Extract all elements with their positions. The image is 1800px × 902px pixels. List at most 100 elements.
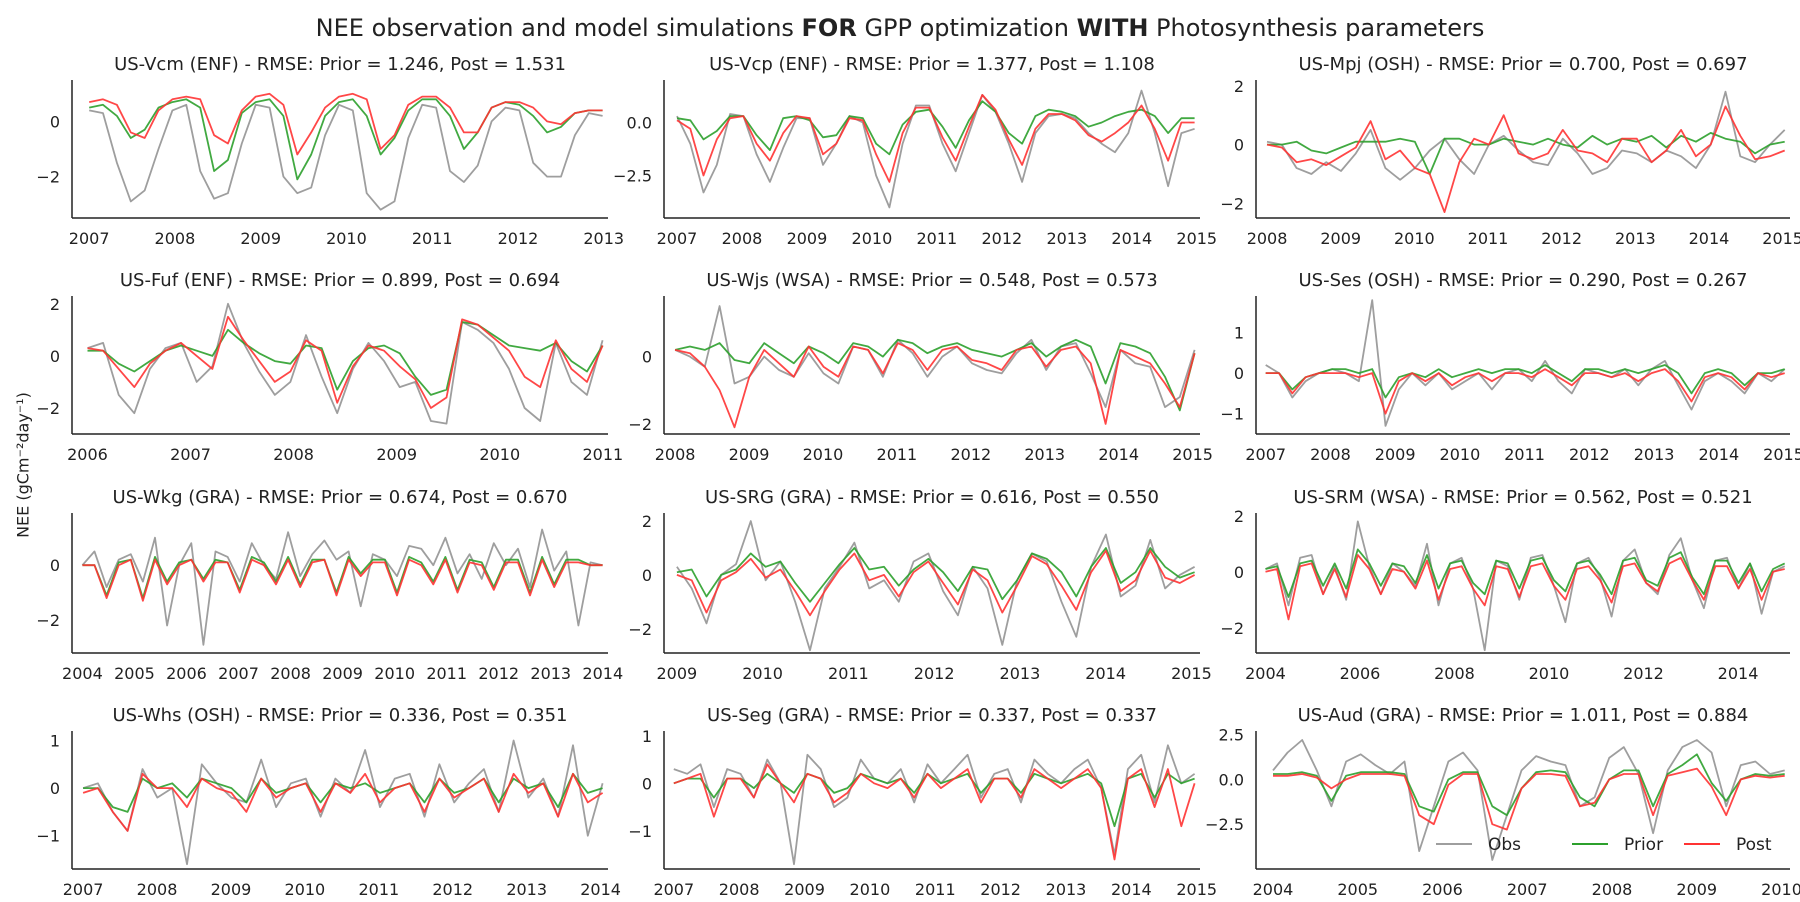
y-tick-label: −2 xyxy=(36,168,60,187)
x-tick-label: 2009 xyxy=(1676,880,1717,899)
x-tick-label: 2009 xyxy=(376,445,417,464)
x-tick-label: 2011 xyxy=(1468,229,1509,248)
x-tick-label: 2013 xyxy=(1615,229,1656,248)
x-tick-label: 2007 xyxy=(69,229,110,248)
x-tick-label: 2010 xyxy=(374,664,415,683)
x-tick-label: 2006 xyxy=(1422,880,1463,899)
x-tick-label: 2012 xyxy=(1623,664,1664,683)
x-tick-label: 2010 xyxy=(1529,664,1570,683)
x-tick-label: 2004 xyxy=(62,664,103,683)
y-tick-label: 2 xyxy=(1234,507,1244,526)
series-line-post xyxy=(87,315,604,409)
x-tick-label: 2009 xyxy=(784,880,825,899)
y-tick-label: 1 xyxy=(642,727,652,746)
y-tick-label: 0 xyxy=(642,774,652,793)
x-tick-label: 2007 xyxy=(218,664,259,683)
series-line-obs xyxy=(87,302,604,425)
x-tick-label: 2009 xyxy=(322,664,363,683)
x-tick-label: 2012 xyxy=(1569,445,1610,464)
series-line-post xyxy=(1266,105,1786,214)
subplot-11: US-Seg (GRA) - RMSE: Prior = 0.337, Post… xyxy=(628,705,1217,899)
x-tick-label: 2006 xyxy=(166,664,207,683)
x-tick-label: 2015 xyxy=(1762,229,1800,248)
series-line-obs xyxy=(674,305,1196,409)
subplot-title: US-SRM (WSA) - RMSE: Prior = 0.562, Post… xyxy=(1293,487,1752,508)
y-tick-label: 1 xyxy=(50,732,60,751)
x-tick-label: 2014 xyxy=(1698,445,1739,464)
x-tick-label: 2007 xyxy=(657,229,698,248)
x-tick-label: 2011 xyxy=(582,445,623,464)
series-line-prior xyxy=(676,547,1195,603)
legend: Obs Prior Post xyxy=(1436,835,1772,855)
x-tick-label: 2015 xyxy=(1176,229,1217,248)
x-tick-label: 2004 xyxy=(1245,664,1286,683)
series-line-post xyxy=(673,763,1196,861)
x-tick-label: 2007 xyxy=(1507,880,1548,899)
x-tick-label: 2012 xyxy=(478,664,519,683)
x-tick-label: 2004 xyxy=(1253,880,1294,899)
x-tick-label: 2015 xyxy=(1763,445,1800,464)
x-tick-label: 2015 xyxy=(1171,664,1212,683)
subplot-1: US-Vcm (ENF) - RMSE: Prior = 1.246, Post… xyxy=(36,54,624,248)
series-line-post xyxy=(1273,767,1785,831)
x-tick-label: 2009 xyxy=(787,229,828,248)
subplot-title: US-Ses (OSH) - RMSE: Prior = 0.290, Post… xyxy=(1299,270,1748,291)
x-tick-label: 2014 xyxy=(1718,664,1759,683)
x-tick-label: 2005 xyxy=(1337,880,1378,899)
series-line-post xyxy=(1265,368,1785,415)
subplot-title: US-Mpj (OSH) - RMSE: Prior = 0.700, Post… xyxy=(1298,54,1747,75)
x-tick-label: 2013 xyxy=(1024,445,1065,464)
series-line-prior xyxy=(1265,364,1785,399)
x-tick-label: 2010 xyxy=(850,880,891,899)
x-tick-label: 2008 xyxy=(273,445,314,464)
subplot-title: US-Aud (GRA) - RMSE: Prior = 1.011, Post… xyxy=(1298,705,1749,726)
x-tick-label: 2008 xyxy=(1592,880,1633,899)
series-line-post xyxy=(676,94,1195,183)
x-tick-label: 2007 xyxy=(1245,445,1286,464)
subplot-7: US-Wkg (GRA) - RMSE: Prior = 0.674, Post… xyxy=(36,487,623,683)
subplot-5: US-Wjs (WSA) - RMSE: Prior = 0.548, Post… xyxy=(628,270,1213,464)
y-tick-label: −2 xyxy=(36,611,60,630)
x-tick-label: 2013 xyxy=(1000,664,1041,683)
x-tick-label: 2012 xyxy=(432,880,473,899)
y-tick-label: 0 xyxy=(1234,364,1244,383)
subplot-9: US-SRM (WSA) - RMSE: Prior = 0.562, Post… xyxy=(1220,487,1790,683)
x-tick-label: 2011 xyxy=(426,664,467,683)
y-tick-label: 0.0 xyxy=(1219,770,1244,789)
figure-title: NEE observation and model simulations FO… xyxy=(315,14,1485,42)
series-line-prior xyxy=(87,321,604,396)
subplot-title: US-Fuf (ENF) - RMSE: Prior = 0.899, Post… xyxy=(120,270,560,291)
x-tick-label: 2012 xyxy=(914,664,955,683)
series-line-post xyxy=(89,92,603,156)
x-tick-label: 2012 xyxy=(981,229,1022,248)
x-tick-label: 2006 xyxy=(67,445,108,464)
y-tick-label: 2.5 xyxy=(1219,726,1244,745)
x-tick-label: 2007 xyxy=(170,445,211,464)
subplot-title: US-SRG (GRA) - RMSE: Prior = 0.616, Post… xyxy=(705,487,1159,508)
y-tick-label: −1 xyxy=(628,822,652,841)
x-tick-label: 2009 xyxy=(729,445,770,464)
subplot-2: US-Vcp (ENF) - RMSE: Prior = 1.377, Post… xyxy=(613,54,1217,248)
x-tick-label: 2015 xyxy=(1176,880,1217,899)
x-tick-label: 2011 xyxy=(917,229,958,248)
x-tick-label: 2005 xyxy=(114,664,155,683)
x-tick-label: 2009 xyxy=(1375,445,1416,464)
x-tick-label: 2006 xyxy=(1340,664,1381,683)
series-line-prior xyxy=(674,338,1196,412)
x-tick-label: 2013 xyxy=(583,229,624,248)
subplot-12: US-Aud (GRA) - RMSE: Prior = 1.011, Post… xyxy=(1205,705,1800,899)
x-tick-label: 2010 xyxy=(1761,880,1800,899)
x-tick-label: 2013 xyxy=(1634,445,1675,464)
x-tick-label: 2010 xyxy=(852,229,893,248)
series-line-obs xyxy=(1265,520,1786,652)
x-tick-label: 2013 xyxy=(1046,880,1087,899)
subplot-title: US-Seg (GRA) - RMSE: Prior = 0.337, Post… xyxy=(707,705,1157,726)
subplot-6: US-Ses (OSH) - RMSE: Prior = 0.290, Post… xyxy=(1220,270,1800,464)
y-tick-label: 0 xyxy=(50,556,60,575)
subplot-10: US-Whs (OSH) - RMSE: Prior = 0.336, Post… xyxy=(36,705,621,899)
y-tick-label: 2 xyxy=(50,295,60,314)
x-tick-label: 2014 xyxy=(1085,664,1126,683)
x-tick-label: 2011 xyxy=(412,229,453,248)
x-tick-label: 2008 xyxy=(137,880,178,899)
